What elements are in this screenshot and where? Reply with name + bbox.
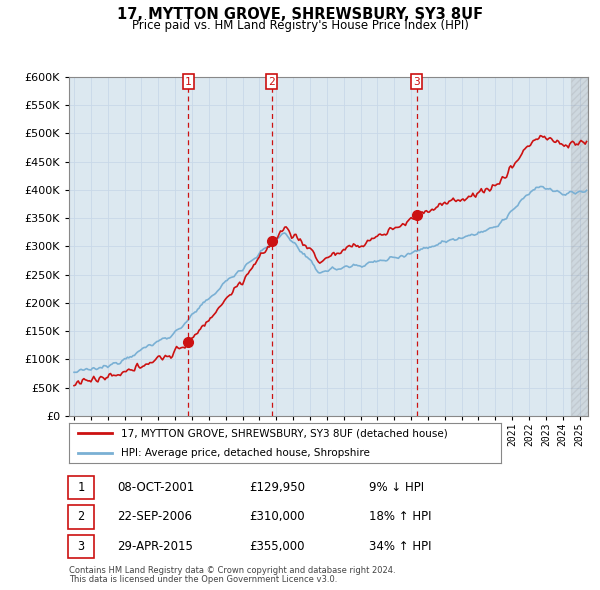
Text: This data is licensed under the Open Government Licence v3.0.: This data is licensed under the Open Gov… <box>69 575 337 584</box>
Text: 34% ↑ HPI: 34% ↑ HPI <box>369 540 431 553</box>
Text: 08-OCT-2001: 08-OCT-2001 <box>117 481 194 494</box>
Text: £310,000: £310,000 <box>249 510 305 523</box>
Text: 9% ↓ HPI: 9% ↓ HPI <box>369 481 424 494</box>
Text: £355,000: £355,000 <box>249 540 305 553</box>
Text: 2: 2 <box>77 510 85 523</box>
Text: 3: 3 <box>77 540 85 553</box>
Text: 17, MYTTON GROVE, SHREWSBURY, SY3 8UF (detached house): 17, MYTTON GROVE, SHREWSBURY, SY3 8UF (d… <box>121 428 448 438</box>
Text: 1: 1 <box>185 77 191 87</box>
Text: 18% ↑ HPI: 18% ↑ HPI <box>369 510 431 523</box>
Text: 1: 1 <box>77 481 85 494</box>
Text: Price paid vs. HM Land Registry's House Price Index (HPI): Price paid vs. HM Land Registry's House … <box>131 19 469 32</box>
Text: 22-SEP-2006: 22-SEP-2006 <box>117 510 192 523</box>
Text: 3: 3 <box>413 77 420 87</box>
Text: Contains HM Land Registry data © Crown copyright and database right 2024.: Contains HM Land Registry data © Crown c… <box>69 566 395 575</box>
Text: 29-APR-2015: 29-APR-2015 <box>117 540 193 553</box>
Text: £129,950: £129,950 <box>249 481 305 494</box>
Text: 17, MYTTON GROVE, SHREWSBURY, SY3 8UF: 17, MYTTON GROVE, SHREWSBURY, SY3 8UF <box>117 7 483 22</box>
Text: HPI: Average price, detached house, Shropshire: HPI: Average price, detached house, Shro… <box>121 448 370 458</box>
Text: 2: 2 <box>268 77 275 87</box>
